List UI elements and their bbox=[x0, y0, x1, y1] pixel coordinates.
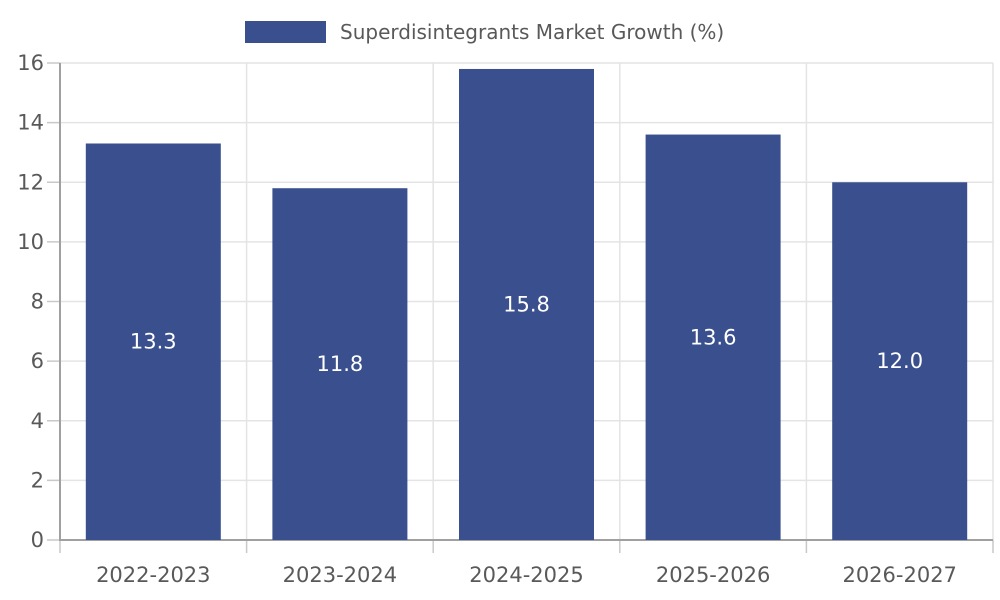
y-tick-label: 8 bbox=[31, 290, 44, 314]
legend: Superdisintegrants Market Growth (%) bbox=[245, 20, 725, 44]
bar-value-label: 11.8 bbox=[317, 352, 364, 376]
bar bbox=[832, 182, 968, 540]
bar-value-label: 13.6 bbox=[690, 325, 737, 349]
bar bbox=[459, 68, 594, 541]
y-tick-label: 16 bbox=[17, 51, 44, 75]
y-tick-label: 14 bbox=[17, 111, 44, 135]
x-tick-label: 2024-2025 bbox=[469, 563, 583, 587]
bar-value-label: 15.8 bbox=[503, 292, 550, 316]
x-tick-label: 2022-2023 bbox=[96, 563, 210, 587]
y-tick-label: 10 bbox=[17, 230, 44, 254]
x-tick-label: 2026-2027 bbox=[842, 563, 956, 587]
y-tick-label: 2 bbox=[31, 468, 44, 492]
x-tick-label: 2025-2026 bbox=[656, 563, 770, 587]
bar bbox=[272, 188, 408, 540]
y-tick-label: 6 bbox=[31, 349, 44, 373]
x-tick-label: 2023-2024 bbox=[283, 563, 397, 587]
y-tick-label: 12 bbox=[17, 170, 44, 194]
legend-swatch bbox=[245, 21, 326, 43]
bar bbox=[85, 143, 221, 540]
bar bbox=[645, 134, 781, 541]
bar-value-label: 13.3 bbox=[130, 330, 177, 354]
bar-value-label: 12.0 bbox=[876, 349, 923, 373]
legend-label: Superdisintegrants Market Growth (%) bbox=[340, 20, 725, 44]
y-tick-label: 4 bbox=[31, 409, 44, 433]
y-tick-label: 0 bbox=[31, 528, 44, 552]
